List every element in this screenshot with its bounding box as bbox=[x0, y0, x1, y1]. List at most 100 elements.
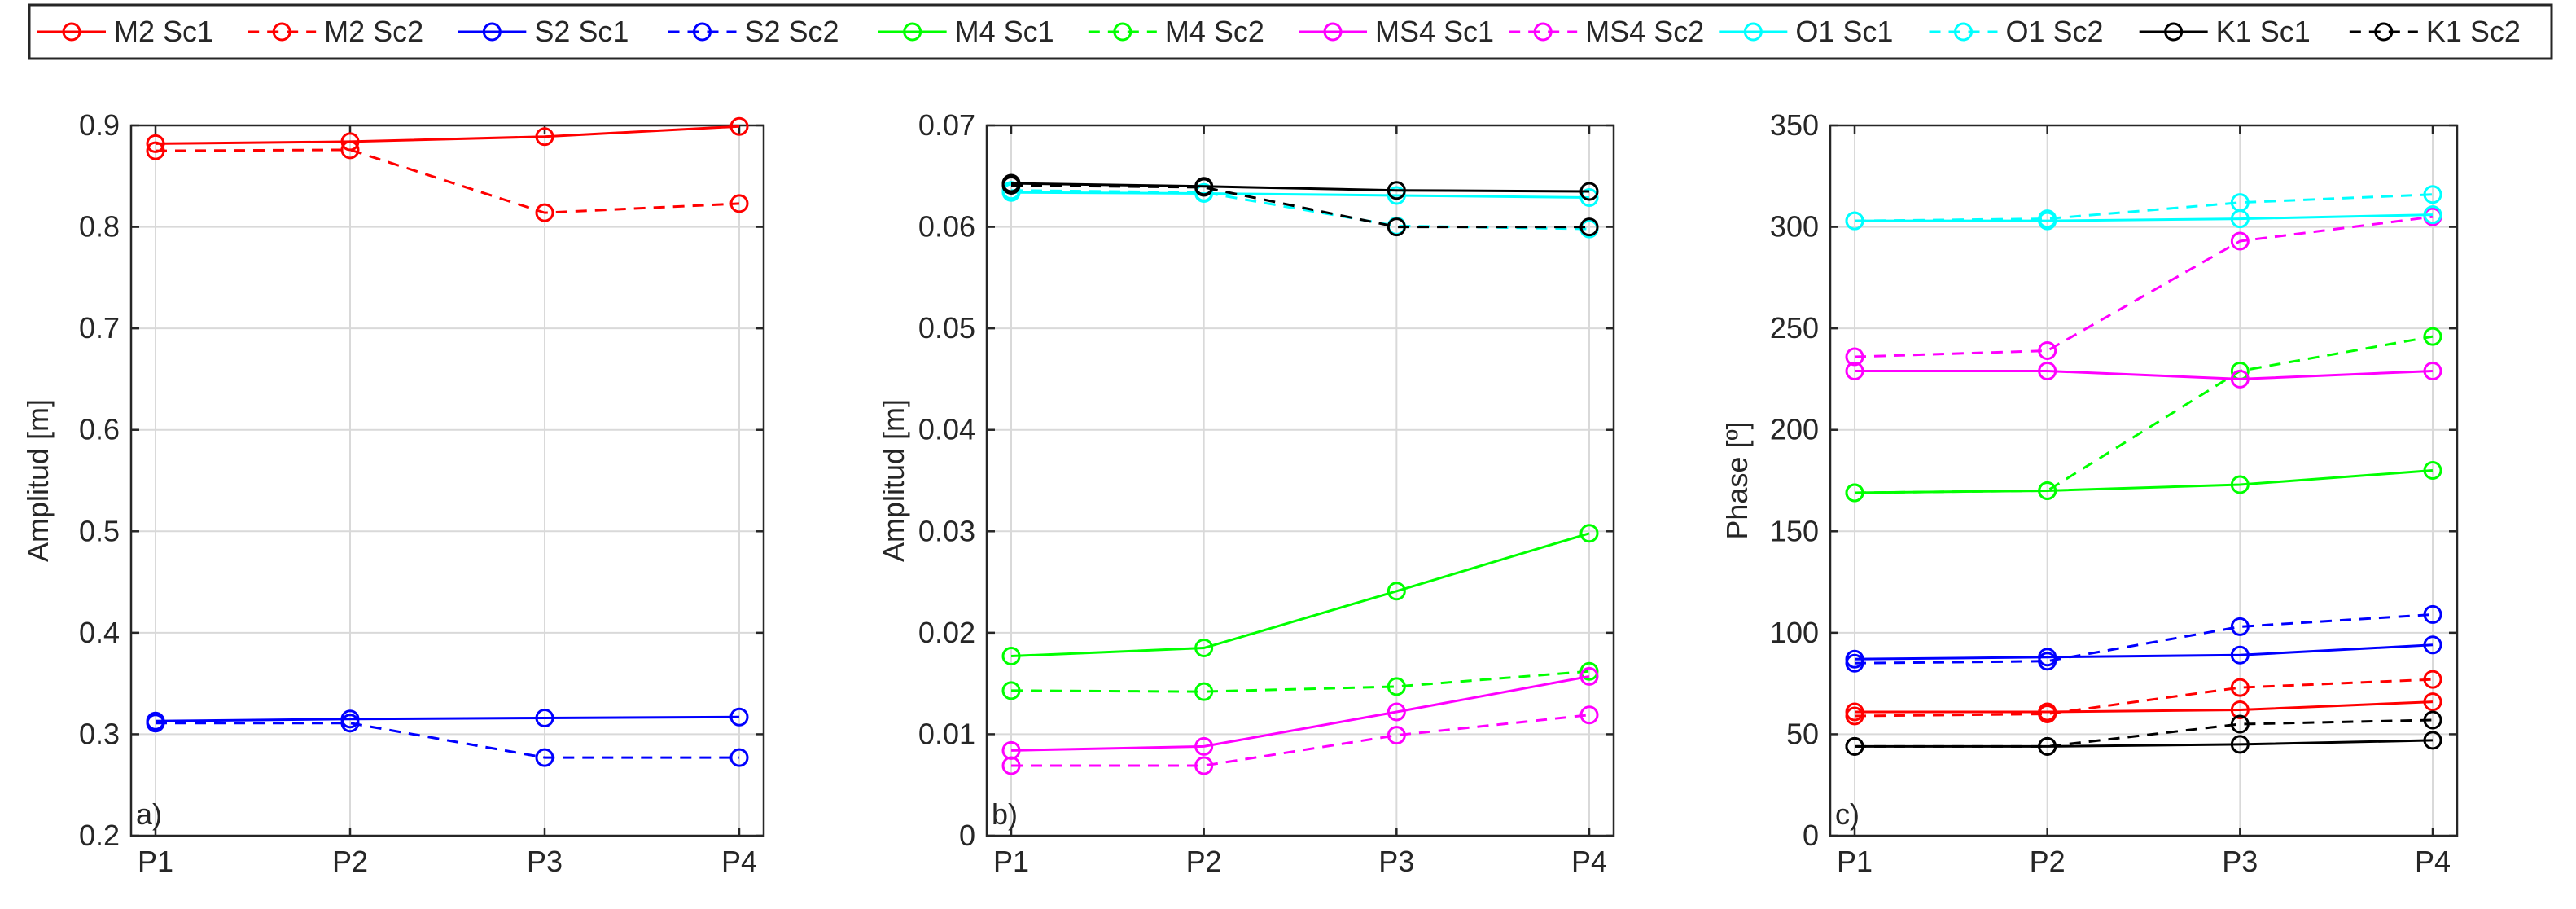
series-m4-sc2 bbox=[1001, 661, 1599, 701]
y-tick-label: 0.04 bbox=[918, 413, 975, 446]
y-tick-label: 0.9 bbox=[79, 108, 120, 142]
data-point bbox=[1579, 217, 1599, 237]
data-point bbox=[1001, 681, 1021, 700]
y-axis-label: Amplitud [m] bbox=[877, 399, 910, 562]
data-point bbox=[2038, 481, 2057, 500]
data-point bbox=[2230, 193, 2250, 213]
data-point bbox=[1194, 639, 1214, 658]
data-point bbox=[2038, 209, 2057, 229]
y-tick-label: 100 bbox=[1770, 616, 1819, 649]
legend-item-m2-sc1: M2 Sc1 bbox=[37, 15, 213, 48]
series-k1-sc2 bbox=[1845, 710, 2442, 756]
series-line bbox=[155, 148, 740, 214]
panel-label: b) bbox=[992, 797, 1018, 831]
y-tick-label: 200 bbox=[1770, 413, 1819, 446]
legend-marker bbox=[272, 22, 291, 42]
data-point bbox=[1387, 702, 1406, 722]
y-tick-label: 0.2 bbox=[79, 819, 120, 852]
legend-marker bbox=[1323, 22, 1343, 42]
legend-item-m4-sc2: M4 Sc2 bbox=[1088, 15, 1264, 48]
data-point bbox=[1387, 217, 1406, 237]
legend-item-m4-sc1: M4 Sc1 bbox=[878, 15, 1054, 48]
series-line bbox=[1854, 335, 2434, 494]
data-point bbox=[1001, 175, 1021, 195]
x-tick-label: P1 bbox=[1837, 845, 1873, 878]
series-m2-sc1 bbox=[146, 116, 749, 153]
data-point bbox=[146, 714, 165, 733]
legend-label: O1 Sc2 bbox=[2006, 15, 2104, 48]
data-point bbox=[2038, 652, 2057, 671]
y-tick-label: 0 bbox=[1803, 819, 1819, 852]
data-point bbox=[1579, 705, 1599, 725]
y-tick-label: 0.02 bbox=[918, 616, 975, 649]
data-point bbox=[1387, 186, 1406, 205]
series-line bbox=[155, 125, 740, 145]
x-tick-label: P1 bbox=[138, 845, 173, 878]
legend-label: M4 Sc1 bbox=[955, 15, 1054, 48]
data-point bbox=[1387, 181, 1406, 200]
series-m2-sc2 bbox=[146, 140, 749, 222]
series-line bbox=[1010, 532, 1590, 658]
y-tick-label: 0.8 bbox=[79, 210, 120, 244]
y-tick-label: 0.06 bbox=[918, 210, 975, 244]
data-point bbox=[2230, 369, 2250, 389]
y-tick-label: 0.7 bbox=[79, 311, 120, 345]
data-point bbox=[1579, 182, 1599, 201]
data-point bbox=[1845, 653, 1864, 673]
y-axis-label: Phase [º] bbox=[1720, 421, 1754, 539]
data-point bbox=[2423, 604, 2442, 624]
data-point bbox=[729, 748, 749, 767]
data-point bbox=[1001, 647, 1021, 666]
data-point bbox=[1845, 483, 1864, 503]
data-point bbox=[2423, 461, 2442, 481]
legend-box bbox=[28, 3, 2553, 60]
legend-marker bbox=[1743, 22, 1763, 42]
data-point bbox=[1579, 666, 1599, 686]
legend-item-k1-sc2: K1 Sc2 bbox=[2349, 15, 2521, 48]
panel-label: c) bbox=[1835, 797, 1860, 831]
legend-label: M2 Sc2 bbox=[324, 15, 423, 48]
y-tick-label: 0.01 bbox=[918, 717, 975, 750]
data-point bbox=[146, 134, 165, 153]
series-line bbox=[1010, 674, 1590, 752]
data-point bbox=[2423, 670, 2442, 689]
data-point bbox=[729, 116, 749, 136]
data-point bbox=[1579, 187, 1599, 207]
y-tick-label: 0.5 bbox=[79, 514, 120, 547]
series-m4-sc1 bbox=[1845, 461, 2442, 503]
x-tick-label: P4 bbox=[2415, 845, 2451, 878]
data-point bbox=[1845, 736, 1864, 756]
data-point bbox=[2423, 185, 2442, 204]
data-point bbox=[1845, 347, 1864, 367]
series-ms4-sc1 bbox=[1001, 666, 1599, 760]
data-point bbox=[1194, 178, 1214, 197]
y-tick-label: 0.3 bbox=[79, 717, 120, 750]
data-point bbox=[1194, 756, 1214, 775]
series-ms4-sc2 bbox=[1001, 705, 1599, 775]
data-point bbox=[535, 127, 554, 147]
x-tick-label: P2 bbox=[2030, 845, 2066, 878]
legend-marker bbox=[2374, 22, 2394, 42]
data-point bbox=[1387, 582, 1406, 601]
x-tick-label: P2 bbox=[332, 845, 368, 878]
series-o1-sc2 bbox=[1845, 185, 2442, 231]
series-line bbox=[1010, 191, 1590, 199]
data-point bbox=[146, 141, 165, 160]
legend-label: MS4 Sc1 bbox=[1375, 15, 1494, 48]
data-point bbox=[2423, 327, 2442, 346]
data-point bbox=[2230, 231, 2250, 251]
series-s2-sc2 bbox=[146, 714, 749, 767]
data-point bbox=[2230, 617, 2250, 636]
data-point bbox=[2230, 678, 2250, 697]
data-point bbox=[2230, 735, 2250, 754]
legend-item-o1-sc2: O1 Sc2 bbox=[1929, 15, 2104, 48]
series-s2-sc2 bbox=[1845, 604, 2442, 673]
series-ms4-sc1 bbox=[1845, 361, 2442, 389]
data-point bbox=[2230, 645, 2250, 665]
data-point bbox=[729, 194, 749, 213]
legend-item-s2-sc1: S2 Sc1 bbox=[458, 15, 629, 48]
legend-item-k1-sc1: K1 Sc1 bbox=[2139, 15, 2311, 48]
x-tick-label: P2 bbox=[1186, 845, 1222, 878]
series-m4-sc1 bbox=[1001, 524, 1599, 666]
legend-item-m2-sc2: M2 Sc2 bbox=[248, 15, 423, 48]
